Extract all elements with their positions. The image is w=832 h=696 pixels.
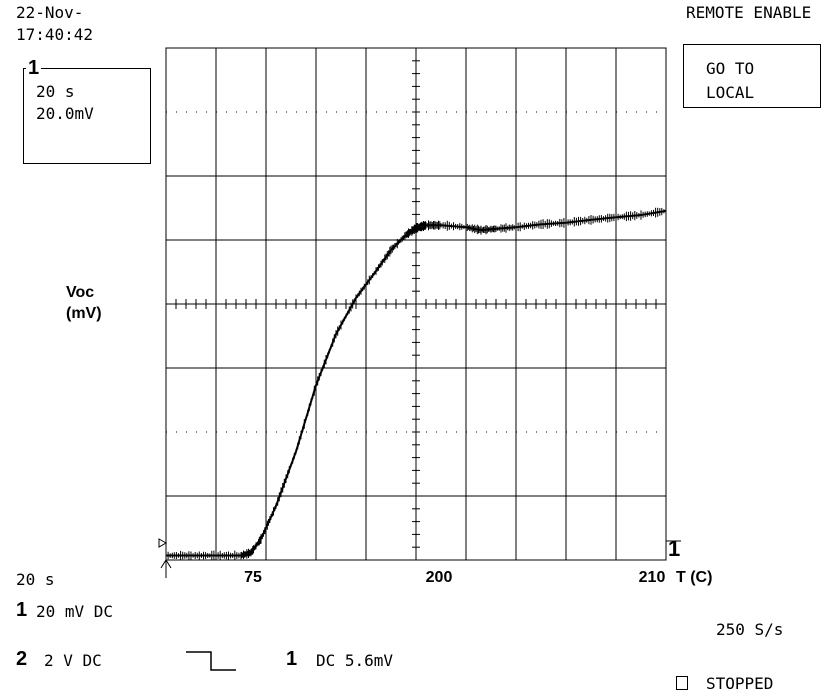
footer-trigger-number: 1 xyxy=(286,648,298,670)
footer-ch1-number: 1 xyxy=(16,599,28,621)
x-tick-label-210: 210 xyxy=(639,569,666,586)
channel-box-timebase: 20 s xyxy=(36,82,75,101)
y-axis-label-line2: (mV) xyxy=(66,305,102,322)
channel-box-scale: 20.0mV xyxy=(36,104,94,123)
footer-ch2-number: 2 xyxy=(16,648,28,670)
footer-trigger-setting: DC 5.6mV xyxy=(316,651,394,670)
time-text: 17:40:42 xyxy=(16,25,94,44)
channel-marker-number: 1 xyxy=(668,536,680,561)
x-axis-label: T (C) xyxy=(676,569,712,586)
channel-info-box xyxy=(23,68,151,164)
stopped-status-text: STOPPED xyxy=(706,674,774,693)
go-to-local-line1: GO TO xyxy=(706,59,755,78)
dotted-reference-lines xyxy=(166,111,666,433)
sample-rate-text: 250 S/s xyxy=(716,620,784,639)
ground-level-marker xyxy=(158,538,168,548)
go-to-local-button[interactable]: GO TO LOCAL xyxy=(683,44,821,108)
go-to-local-line2: LOCAL xyxy=(706,83,755,102)
voc-trace-noise xyxy=(165,207,667,561)
center-axis-ticks xyxy=(165,47,667,561)
stopped-indicator-box xyxy=(676,676,688,690)
footer-timebase: 20 s xyxy=(16,570,55,589)
date-text: 22-Nov- xyxy=(16,3,84,22)
y-axis-label-line1: Voc xyxy=(66,284,94,301)
trigger-position-arrow xyxy=(160,559,172,578)
channel-box-marker: 1 xyxy=(26,57,42,79)
footer-ch2-setting: 2 V DC xyxy=(44,651,102,670)
x-tick-label-75: 75 xyxy=(244,569,262,586)
trigger-slope-icon xyxy=(186,651,236,671)
footer-ch1-setting: 20 mV DC xyxy=(36,602,114,621)
remote-enable-status: REMOTE ENABLE xyxy=(686,3,812,22)
x-tick-label-200: 200 xyxy=(426,569,453,586)
